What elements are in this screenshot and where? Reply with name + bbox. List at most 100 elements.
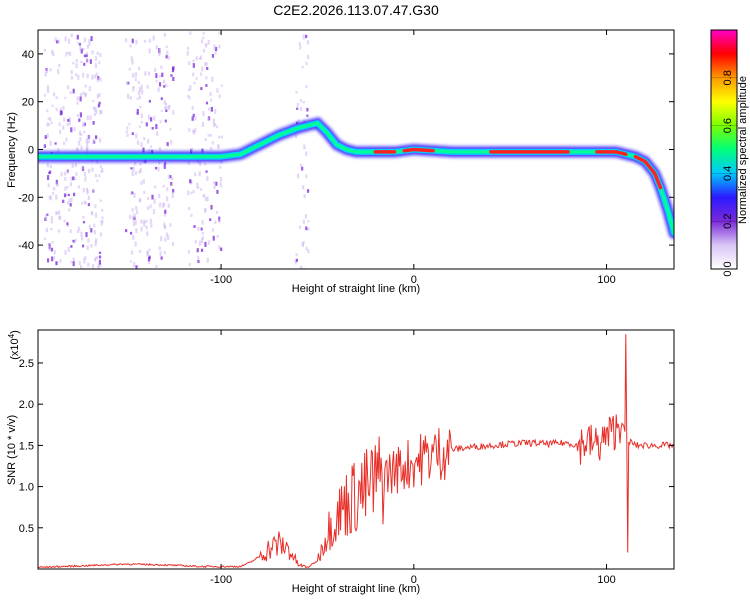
noise-speckle: [98, 61, 101, 65]
noise-speckle: [84, 176, 87, 182]
noise-speckle: [164, 119, 167, 123]
noise-speckle: [201, 148, 204, 153]
noise-speckle: [125, 81, 129, 86]
noise-speckle: [213, 185, 216, 189]
noise-speckle: [199, 72, 203, 76]
noise-speckle: [86, 73, 89, 79]
noise-speckle: [49, 68, 52, 72]
noise-speckle: [139, 105, 142, 109]
noise-speckle: [146, 206, 150, 210]
noise-speckle: [140, 181, 143, 185]
noise-speckle: [57, 39, 60, 44]
noise-speckle: [305, 61, 308, 66]
noise-speckle: [147, 256, 151, 262]
noise-speckle: [93, 230, 96, 235]
noise-speckle: [98, 103, 101, 108]
y-tick-label: 40: [22, 49, 34, 61]
noise-speckle: [303, 144, 306, 148]
y-tick-label: 0.5: [19, 523, 34, 535]
colorbar-tick-label: 0.4: [722, 166, 734, 181]
noise-speckle: [165, 232, 168, 237]
noise-speckle: [125, 229, 128, 233]
colorbar-label: Normalized spectral amplitude: [737, 76, 749, 224]
spectrogram-noise: [43, 31, 310, 269]
noise-speckle: [80, 265, 83, 269]
noise-speckle: [91, 74, 94, 80]
noise-speckle: [136, 209, 139, 215]
noise-speckle: [199, 187, 203, 191]
noise-speckle: [305, 151, 308, 156]
noise-speckle: [80, 60, 83, 64]
noise-speckle: [76, 230, 80, 233]
noise-speckle: [149, 218, 152, 223]
noise-speckle: [171, 193, 174, 199]
noise-speckle: [205, 101, 209, 105]
noise-speckle: [85, 52, 89, 55]
noise-speckle: [163, 32, 166, 37]
noise-speckle: [191, 129, 195, 133]
noise-speckle: [300, 267, 303, 269]
noise-speckle: [138, 170, 141, 174]
noise-speckle: [140, 142, 143, 148]
noise-speckle: [52, 52, 55, 57]
noise-speckle: [68, 117, 71, 122]
noise-speckle: [215, 181, 218, 186]
noise-speckle: [72, 192, 76, 197]
noise-speckle: [156, 131, 159, 136]
noise-speckle: [94, 204, 97, 208]
snr-y-ticks: 0.5 1.0 1.5 2.0 2.5: [19, 358, 674, 535]
noise-speckle: [149, 145, 153, 148]
noise-speckle: [43, 237, 47, 240]
noise-speckle: [294, 133, 298, 139]
noise-speckle: [153, 115, 156, 121]
noise-speckle: [194, 116, 197, 121]
noise-speckle: [187, 206, 191, 211]
noise-speckle: [70, 75, 74, 80]
noise-speckle: [99, 262, 102, 267]
noise-speckle: [196, 248, 199, 253]
noise-speckle: [51, 241, 54, 244]
noise-speckle: [192, 63, 195, 68]
noise-speckle: [169, 223, 172, 227]
noise-speckle: [87, 262, 90, 267]
noise-speckle: [202, 31, 205, 35]
noise-speckle: [99, 53, 102, 57]
noise-speckle: [192, 72, 195, 77]
noise-speckle: [58, 122, 61, 127]
noise-speckle: [158, 53, 161, 57]
noise-speckle: [167, 174, 170, 179]
noise-speckle: [197, 260, 200, 264]
ridge-hot-segment: [633, 154, 663, 190]
noise-speckle: [83, 62, 86, 66]
x-tick-label: 100: [597, 574, 615, 586]
noise-speckle: [220, 135, 223, 139]
noise-speckle: [204, 162, 207, 166]
noise-speckle: [51, 256, 54, 262]
noise-speckle: [101, 208, 104, 212]
noise-speckle: [163, 211, 167, 217]
noise-speckle: [201, 66, 204, 72]
noise-speckle: [84, 256, 87, 260]
noise-speckle: [158, 82, 162, 87]
noise-speckle: [154, 185, 157, 189]
noise-speckle: [189, 31, 192, 35]
noise-speckle: [46, 163, 50, 168]
noise-speckle: [84, 84, 87, 88]
noise-speckle: [157, 87, 160, 93]
noise-speckle: [135, 39, 138, 45]
noise-speckle: [145, 220, 148, 223]
noise-speckle: [64, 250, 67, 255]
noise-speckle: [163, 100, 166, 105]
noise-speckle: [101, 216, 104, 220]
noise-speckle: [88, 134, 91, 140]
noise-speckle: [77, 41, 80, 44]
noise-speckle: [307, 220, 310, 223]
noise-speckle: [65, 52, 68, 57]
noise-speckle: [201, 231, 204, 235]
noise-speckle: [220, 84, 224, 87]
noise-speckle: [126, 126, 129, 130]
noise-speckle: [49, 117, 52, 121]
noise-speckle: [298, 225, 302, 229]
snr-multiplier-close: ): [9, 330, 21, 334]
noise-speckle: [171, 177, 174, 181]
